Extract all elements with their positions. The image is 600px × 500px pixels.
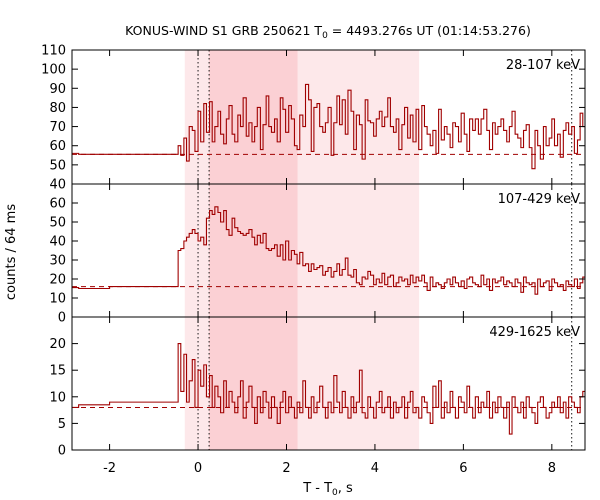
- y-tick-label: 0: [58, 444, 66, 459]
- y-tick-label: 15: [49, 364, 66, 379]
- light-curve-series: [72, 83, 585, 170]
- y-tick-label: 110: [41, 44, 66, 59]
- y-tick-label: 90: [49, 82, 66, 97]
- x-axis-label-suffix: , s: [338, 481, 353, 496]
- y-tick-label: 80: [49, 101, 66, 116]
- y-tick-label: 60: [49, 139, 66, 154]
- y-axis-label: counts / 64 ms: [4, 204, 19, 300]
- y-tick-label: 20: [49, 337, 66, 352]
- y-tick-label: 100: [41, 63, 66, 78]
- y-tick-label: 40: [49, 235, 66, 250]
- y-tick-label: 20: [49, 273, 66, 288]
- x-tick-label: 4: [371, 461, 379, 476]
- shaded-interval-dark: [209, 184, 298, 317]
- x-axis-label-subscript: 0: [332, 488, 338, 498]
- x-tick-label: 8: [548, 461, 556, 476]
- x-tick-label: 6: [459, 461, 467, 476]
- chart-title-suffix: = 4493.276s UT (01:14:53.276): [328, 23, 531, 38]
- x-tick-label: 2: [282, 461, 290, 476]
- chart-title-prefix: KONUS-WIND S1 GRB 250621 T: [125, 23, 322, 38]
- shaded-interval-dark: [209, 50, 298, 184]
- y-tick-label: 30: [49, 254, 66, 269]
- energy-band-label: 429-1625 keV: [489, 325, 580, 340]
- y-tick-label: 50: [49, 158, 66, 173]
- panel-frame: [71, 316, 586, 451]
- shaded-interval-dark: [209, 317, 298, 450]
- x-tick-label: -2: [103, 461, 116, 476]
- y-tick-label: 0: [58, 311, 66, 326]
- y-tick-label: 10: [49, 390, 66, 405]
- x-axis-label: T - T0, s: [302, 481, 353, 498]
- y-tick-label: 60: [49, 197, 66, 212]
- chart-title: KONUS-WIND S1 GRB 250621 T0 = 4493.276s …: [125, 23, 531, 41]
- y-tick-label: 50: [49, 216, 66, 231]
- y-tick-label: 70: [49, 120, 66, 135]
- y-tick-label: 5: [58, 417, 66, 432]
- y-tick-label: 10: [49, 292, 66, 307]
- energy-band-label: 28-107 keV: [506, 58, 580, 73]
- x-tick-label: 0: [194, 461, 202, 476]
- light-curve-series: [72, 343, 585, 435]
- energy-band-label: 107-429 keV: [498, 192, 581, 207]
- y-tick-label: 40: [49, 178, 66, 193]
- chart-title-subscript: 0: [322, 31, 328, 41]
- x-axis-label-prefix: T - T: [302, 481, 332, 496]
- light-curve-series: [72, 206, 585, 295]
